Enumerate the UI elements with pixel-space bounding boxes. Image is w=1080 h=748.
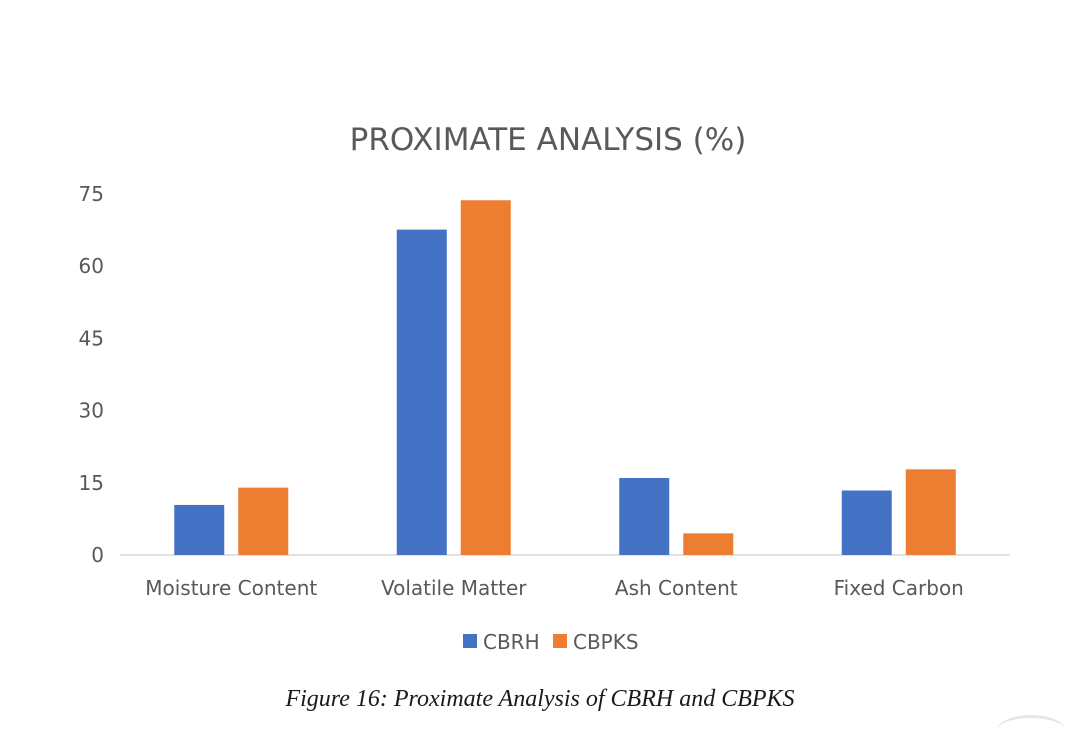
x-tick-label: Fixed Carbon (834, 576, 964, 600)
proximate-analysis-chart: PROXIMATE ANALYSIS (%) 0 15 30 45 60 75 Moist… (79, 122, 1010, 654)
bars-group (174, 200, 956, 556)
y-tick-label: 75 (79, 182, 104, 206)
x-tick-label: Volatile Matter (381, 576, 527, 600)
corner-decoration (996, 715, 1066, 748)
legend-label-cbpks: CBPKS (573, 630, 639, 654)
y-tick-label: 0 (91, 543, 104, 567)
legend-swatch-cbpks (553, 634, 567, 648)
chart-title: PROXIMATE ANALYSIS (%) (350, 122, 747, 158)
y-tick-label: 45 (79, 326, 104, 350)
bar-cbpks-moisture-content (238, 487, 289, 555)
bar-cbpks-fixed-carbon (905, 469, 956, 555)
y-tick-label: 30 (79, 399, 104, 423)
bar-cbpks-volatile-matter (460, 200, 511, 556)
legend-swatch-cbrh (463, 634, 477, 648)
legend: CBRH CBPKS (463, 630, 639, 654)
y-tick-label: 60 (79, 254, 104, 278)
y-axis-ticks: 0 15 30 45 60 75 (79, 182, 104, 567)
legend-label-cbrh: CBRH (483, 630, 540, 654)
category-labels: Moisture Content Volatile Matter Ash Conte… (145, 576, 964, 600)
bar-cbrh-moisture-content (174, 504, 225, 555)
bar-cbpks-ash-content (683, 533, 734, 555)
y-tick-label: 15 (79, 471, 104, 495)
x-tick-label: Ash Content (615, 576, 738, 600)
bar-cbrh-fixed-carbon (841, 490, 892, 555)
bar-cbrh-volatile-matter (396, 229, 447, 556)
bar-cbrh-ash-content (619, 477, 670, 555)
x-tick-label: Moisture Content (145, 576, 317, 600)
figure-caption: Figure 16: Proximate Analysis of CBRH an… (285, 686, 795, 712)
